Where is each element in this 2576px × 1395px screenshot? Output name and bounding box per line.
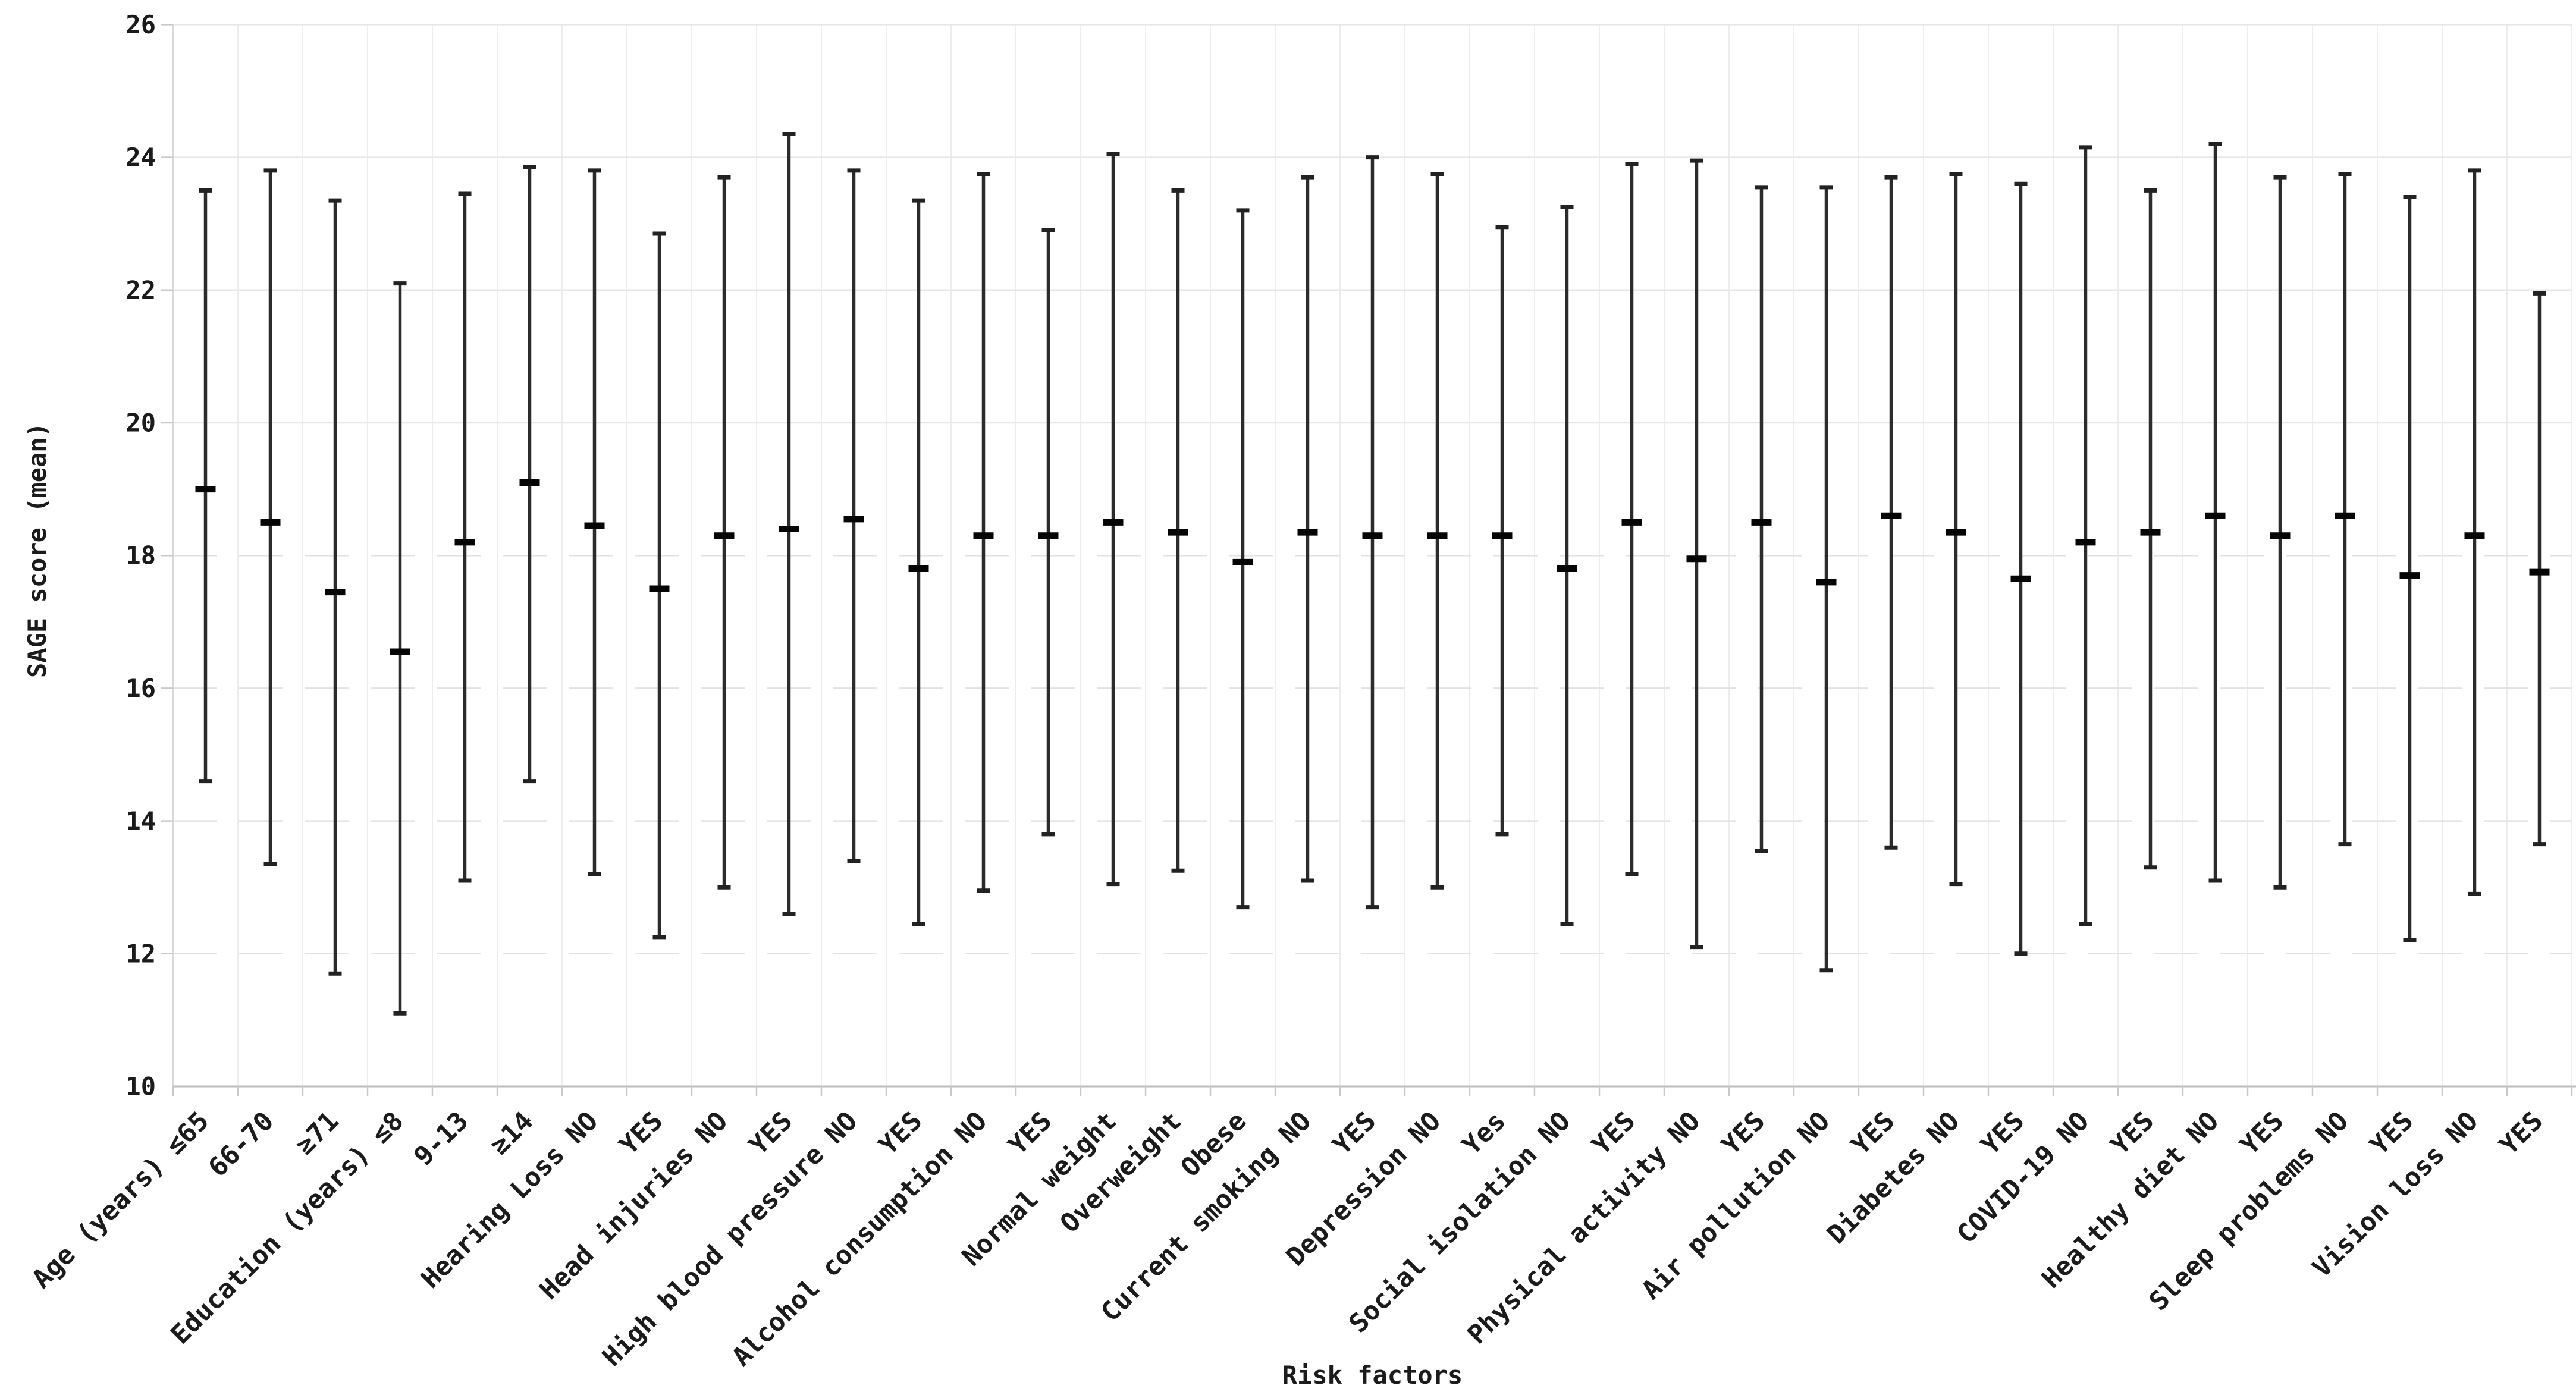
y-tick-label: 10: [125, 1072, 156, 1101]
error-bar: [1103, 152, 1124, 887]
error-bar: [908, 198, 929, 926]
y-tick-label: 14: [125, 806, 156, 835]
error-bar: [1168, 188, 1188, 873]
x-axis-title: Risk factors: [1282, 1361, 1463, 1390]
x-category-label: 66-70: [203, 1106, 280, 1183]
error-bar: [1362, 155, 1383, 910]
error-bar: [2399, 195, 2420, 942]
x-category-label: YES: [1975, 1106, 2030, 1161]
error-bar: [1751, 185, 1772, 853]
x-category-label: YES: [2105, 1106, 2160, 1161]
error-bar: [2335, 172, 2355, 847]
error-bar: [1492, 225, 1513, 837]
error-bar: [454, 191, 475, 883]
x-category-label: YES: [1003, 1106, 1058, 1161]
error-bar: [325, 198, 346, 976]
x-category-label: 9-13: [408, 1106, 474, 1172]
error-bar: [1881, 175, 1902, 850]
error-bar: [1557, 205, 1577, 926]
error-bar: [1038, 228, 1059, 837]
x-category-label: YES: [1716, 1106, 1771, 1161]
error-bar: [1297, 175, 1318, 883]
y-tick-label: 26: [125, 10, 156, 39]
x-category-label: YES: [1327, 1106, 1382, 1161]
x-category-label: YES: [743, 1106, 798, 1161]
x-category-label: ≥14: [484, 1106, 539, 1161]
error-bar: [519, 165, 540, 784]
error-bar: [2140, 188, 2161, 870]
x-category-label: YES: [2494, 1106, 2549, 1161]
x-category-label: YES: [2364, 1106, 2419, 1161]
y-tick-label: 16: [125, 674, 156, 703]
error-bar: [649, 231, 670, 940]
error-bar: [584, 168, 605, 876]
x-category-label: YES: [614, 1106, 669, 1161]
x-category-label: Yes: [1457, 1106, 1511, 1161]
error-bar: [2529, 291, 2550, 847]
x-category-label: Education (years) ≤8: [165, 1106, 410, 1350]
y-tick-label: 12: [125, 939, 156, 968]
x-category-label: Physical activity NO: [1462, 1106, 1706, 1350]
error-bar: [390, 281, 410, 1016]
error-bar: [2270, 175, 2291, 890]
error-bar: [2010, 181, 2031, 956]
error-bar: [714, 175, 735, 890]
y-axis-title: SAGE score (mean): [23, 422, 52, 678]
error-bar: [2075, 145, 2096, 926]
x-category-label: YES: [873, 1106, 928, 1161]
error-bar: [973, 172, 994, 893]
y-tick-label: 24: [125, 143, 156, 172]
error-bar: [260, 168, 281, 866]
error-bar: [1621, 162, 1642, 876]
y-tick-label: 22: [125, 275, 156, 304]
x-category-label: YES: [2235, 1106, 2289, 1161]
x-category-label: ≥71: [290, 1106, 344, 1161]
error-bar: [843, 168, 864, 863]
x-category-label: Age (years) ≤65: [26, 1106, 215, 1295]
error-bar: [779, 132, 799, 916]
error-bar: [195, 188, 216, 784]
error-bar: [1946, 172, 1966, 887]
y-tick-label: 18: [125, 541, 156, 570]
error-bar: [2464, 168, 2485, 896]
x-category-label: YES: [1586, 1106, 1641, 1161]
error-bar: [1232, 208, 1253, 910]
error-bar: [2205, 142, 2226, 883]
error-bar: [1816, 185, 1837, 973]
error-bar: [1427, 172, 1448, 890]
x-category-label: YES: [1846, 1106, 1900, 1161]
y-tick-label: 20: [125, 409, 156, 438]
error-bar: [1686, 158, 1707, 950]
